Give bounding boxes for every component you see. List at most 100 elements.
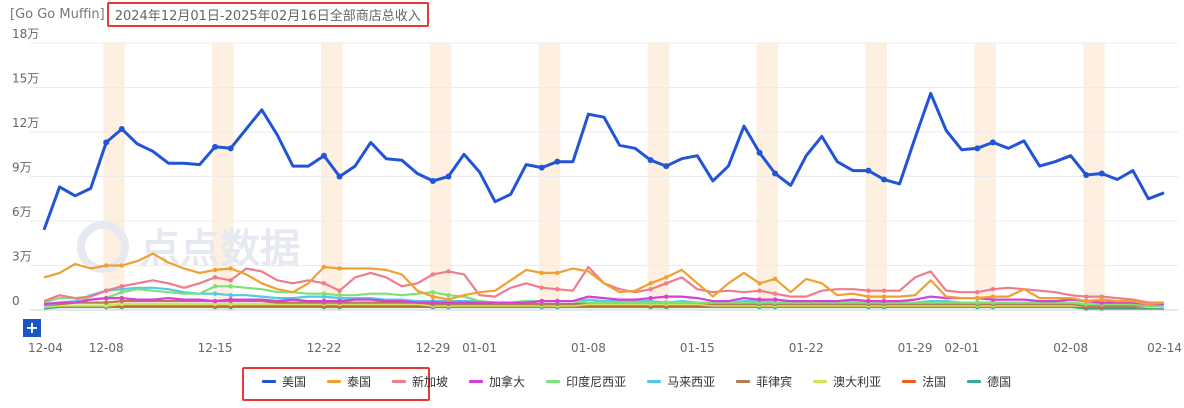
series-point bbox=[446, 297, 451, 302]
series-point bbox=[429, 177, 436, 184]
series-point bbox=[539, 285, 544, 290]
series-point bbox=[539, 298, 544, 304]
legend-label: 马来西亚 bbox=[667, 375, 716, 389]
x-tick-label: 12-08 bbox=[89, 341, 124, 355]
legend-item[interactable]: 德国 bbox=[967, 373, 1011, 390]
series-point bbox=[118, 126, 125, 133]
x-tick-label: 12-04 bbox=[28, 341, 63, 355]
series-point bbox=[881, 176, 887, 183]
series-point bbox=[321, 281, 327, 286]
series-point bbox=[881, 298, 887, 304]
legend-label: 菲律宾 bbox=[756, 375, 793, 389]
series-point bbox=[104, 263, 109, 268]
legend-item[interactable]: 菲律宾 bbox=[736, 373, 792, 390]
series-point bbox=[103, 139, 110, 146]
series-point bbox=[865, 167, 872, 174]
series-point bbox=[228, 278, 233, 283]
series-point bbox=[664, 281, 669, 286]
series-point bbox=[866, 294, 871, 299]
series-point bbox=[866, 298, 871, 304]
series-point bbox=[1084, 294, 1089, 299]
legend-item[interactable]: 加拿大 bbox=[469, 373, 525, 390]
y-tick-label: 15万 bbox=[12, 72, 39, 86]
series-point bbox=[321, 291, 327, 296]
series-point bbox=[212, 291, 218, 296]
legend-item[interactable]: 法国 bbox=[902, 373, 946, 390]
series-point bbox=[757, 288, 762, 293]
series-point bbox=[228, 284, 233, 289]
series-point bbox=[446, 269, 451, 274]
legend-item[interactable]: 澳大利亚 bbox=[813, 373, 881, 390]
series-point bbox=[104, 295, 109, 301]
series-point bbox=[119, 290, 124, 295]
series-point bbox=[772, 291, 778, 296]
legend-swatch bbox=[469, 380, 484, 383]
series-point bbox=[757, 297, 762, 302]
y-axis-ticks: 0 3万 6万 9万 12万 15万 18万 bbox=[12, 27, 39, 308]
series-point bbox=[1099, 297, 1104, 302]
series-point bbox=[430, 272, 436, 277]
chart-title: [Go Go Muffin] 2024年12月01日-2025年02月16日全部… bbox=[10, 1, 429, 27]
series-point bbox=[212, 267, 218, 273]
legend-item[interactable]: 印度尼西亚 bbox=[546, 373, 626, 390]
legend-swatch bbox=[813, 380, 828, 383]
y-tick-label: 18万 bbox=[12, 27, 39, 41]
legend-swatch bbox=[647, 380, 662, 383]
series-point bbox=[772, 276, 778, 282]
series-point bbox=[227, 145, 234, 152]
y-tick-label: 6万 bbox=[12, 205, 32, 219]
series-point bbox=[337, 266, 342, 271]
series-point bbox=[212, 143, 219, 150]
legend: 美国 泰国 新加坡 加拿大 印度尼西亚 马来西亚 菲律宾 澳大利亚 法国 德国 bbox=[262, 373, 1032, 390]
series-point bbox=[555, 270, 560, 276]
series-point bbox=[337, 292, 342, 298]
series-point bbox=[866, 288, 871, 293]
legend-item[interactable]: 泰国 bbox=[327, 373, 371, 390]
series-point bbox=[990, 287, 996, 292]
series-point bbox=[539, 270, 544, 276]
legend-swatch bbox=[262, 380, 276, 383]
legend-label: 澳大利亚 bbox=[833, 375, 882, 389]
series-point bbox=[975, 300, 980, 305]
watermark-logo bbox=[77, 221, 129, 273]
series-point bbox=[212, 284, 218, 289]
x-tick-label: 01-01 bbox=[462, 341, 497, 355]
series-point bbox=[228, 297, 233, 302]
x-tick-label: 01-29 bbox=[898, 341, 933, 355]
legend-item[interactable]: 新加坡 bbox=[392, 373, 448, 390]
series-point bbox=[975, 295, 980, 301]
series-point bbox=[212, 298, 218, 304]
series-point bbox=[119, 263, 124, 268]
legend-item[interactable]: 马来西亚 bbox=[647, 373, 715, 390]
legend-label: 加拿大 bbox=[489, 375, 526, 389]
series-line-德国 bbox=[43, 305, 1164, 310]
series-point bbox=[430, 294, 436, 299]
series-point bbox=[446, 292, 451, 298]
zoom-in-button[interactable]: + bbox=[23, 319, 41, 337]
series-point bbox=[648, 295, 653, 301]
y-tick-label: 0 bbox=[12, 294, 20, 308]
series-point bbox=[664, 294, 669, 299]
watermark: 点点数据 bbox=[140, 226, 300, 272]
series-point bbox=[648, 300, 653, 305]
series-point bbox=[321, 152, 327, 159]
series-point bbox=[554, 158, 561, 165]
series-point bbox=[430, 300, 436, 305]
legend-swatch bbox=[392, 380, 407, 383]
series-point bbox=[1098, 170, 1105, 177]
series-point bbox=[663, 163, 670, 170]
series-point bbox=[104, 300, 109, 305]
legend-swatch bbox=[546, 380, 561, 383]
series-point bbox=[104, 288, 109, 293]
legend-item[interactable]: 美国 bbox=[262, 373, 306, 390]
series-point bbox=[756, 149, 763, 156]
x-tick-label: 02-01 bbox=[944, 341, 979, 355]
series-point bbox=[337, 288, 342, 293]
series-point bbox=[321, 264, 327, 270]
series-point bbox=[538, 164, 545, 171]
series-point bbox=[337, 298, 342, 304]
x-tick-label: 01-08 bbox=[571, 341, 606, 355]
legend-highlight-box bbox=[242, 367, 430, 401]
legend-swatch bbox=[327, 380, 342, 383]
date-range-title: 2024年12月01日-2025年02月16日全部商店总收入 bbox=[106, 1, 429, 27]
